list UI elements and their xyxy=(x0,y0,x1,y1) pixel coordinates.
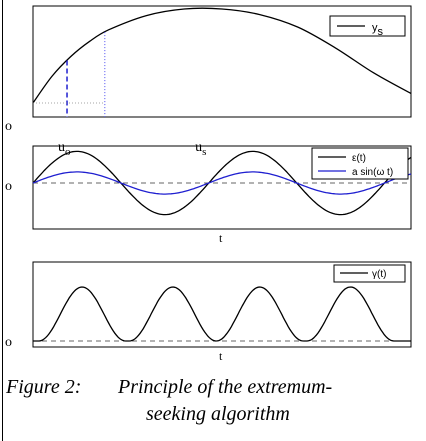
legend-label-ys: ys xyxy=(372,22,384,38)
panel-perturbation: o t ε(t) a sin(ω t) xyxy=(5,145,412,245)
legend-box-3 xyxy=(333,264,406,283)
x-axis-label-t-3: t xyxy=(219,349,223,363)
x-tick-us: us xyxy=(195,140,206,158)
gamma-curve xyxy=(33,286,411,342)
caption-label: Figure 2: xyxy=(6,376,82,398)
caption-line-1: Principle of the extremum- xyxy=(118,376,333,398)
x-axis-label-t-2: t xyxy=(219,231,223,245)
panel-gradient-estimate: o t γ(t) xyxy=(5,261,412,363)
legend-box-1 xyxy=(329,15,406,37)
left-border-line xyxy=(2,0,3,441)
caption-line-2: seeking algorithm xyxy=(146,403,290,425)
epsilon-curve xyxy=(32,150,412,216)
y-tick-o-3: o xyxy=(5,335,12,350)
x-tick-uo: uo xyxy=(58,140,71,158)
panel-static-map: o uo us ys xyxy=(5,5,412,158)
legend-box-2 xyxy=(311,147,409,180)
dither-sine-curve xyxy=(32,171,412,195)
y-tick-o-1: o xyxy=(5,119,12,134)
legend-label-epsilon: ε(t) xyxy=(352,153,366,164)
y-tick-o-2: o xyxy=(5,179,12,194)
legend-label-sine: a sin(ω t) xyxy=(352,167,393,178)
axes-frame-1 xyxy=(32,5,412,118)
axes-frame-3 xyxy=(32,261,412,348)
legend-label-gamma: γ(t) xyxy=(372,269,386,280)
ys-curve xyxy=(32,7,412,104)
axes-frame-2 xyxy=(32,145,412,230)
